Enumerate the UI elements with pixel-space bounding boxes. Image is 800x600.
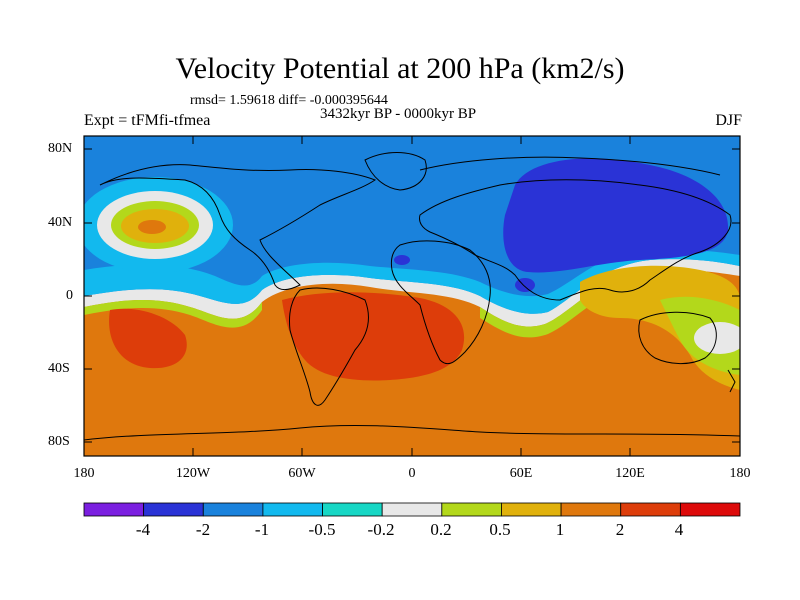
lon-label-180w: 180 [73,466,95,481]
colorbar-swatch [679,502,741,517]
colorbar-label: 0.2 [430,520,452,539]
colorbar-swatch [262,502,323,517]
coastlines [84,152,740,441]
colorbar-label: 4 [674,520,684,539]
colorbar-swatch [143,502,204,517]
colorbar-swatch [381,502,443,517]
eurasia-coast [419,179,732,301]
colorbar-swatch [202,502,264,517]
experiment-label: Expt = tFMfi-tfmea [84,112,211,129]
colorbar-swatch [560,502,622,517]
africa-coast [390,240,491,365]
south-america-coast [289,287,369,406]
spac-red [109,308,187,369]
period-text: 3432kyr BP - 0000kyr BP [320,106,477,122]
north-america-coast [99,164,377,290]
lat-label-eq: 0 [66,288,73,303]
arabia-dark [515,278,535,292]
satl-red [282,292,465,381]
ne-brazil-dark [394,255,410,265]
lat-label-80s: 80S [48,434,70,449]
colorbar-label: 0.5 [489,520,511,539]
transition-band [84,299,262,328]
axis-ticks [84,136,740,456]
colorbar [83,502,741,517]
colorbar-label: -4 [135,520,151,539]
lat-label-80n: 80N [48,141,73,156]
colorbar-label: 1 [555,520,565,539]
colorbar-label: 2 [615,520,625,539]
colorbar-label: -1 [254,520,270,539]
colorbar-swatch [441,502,502,517]
australia-white [694,322,740,354]
lon-label-0: 0 [408,466,416,481]
lon-label-180e: 180 [729,466,751,481]
map-title: Velocity Potential at 200 hPa (km2/s) [175,52,625,85]
lat-label-40n: 40N [48,215,73,230]
greenland-coast [364,152,427,191]
colorbar-label: -2 [195,520,211,539]
season-label: DJF [715,112,742,129]
colorbar-label: -0.2 [367,520,395,539]
australia-coast [638,311,717,365]
colorbar-swatch [83,502,145,517]
lon-label-120w: 120W [175,466,211,481]
statistics-text: rmsd= 1.59618 diff= -0.000395644 [190,93,388,108]
lat-label-40s: 40S [48,361,70,376]
colorbar-swatch [620,502,681,517]
colorbar-swatch [501,502,562,517]
zero-band [84,259,740,327]
colorbar-swatch [322,502,383,517]
lon-label-120e: 120E [615,466,645,481]
npac-orange [138,220,166,234]
arctic-coast [419,156,721,176]
contour-field [84,136,740,456]
new-zealand-coast [727,369,736,393]
antarctica-coast [84,424,740,441]
asia-minimum [503,158,729,273]
cyan-band [84,249,740,314]
colorbar-label: -0.5 [308,520,336,539]
lon-label-60w: 60W [288,466,316,481]
lon-label-60e: 60E [509,466,533,481]
